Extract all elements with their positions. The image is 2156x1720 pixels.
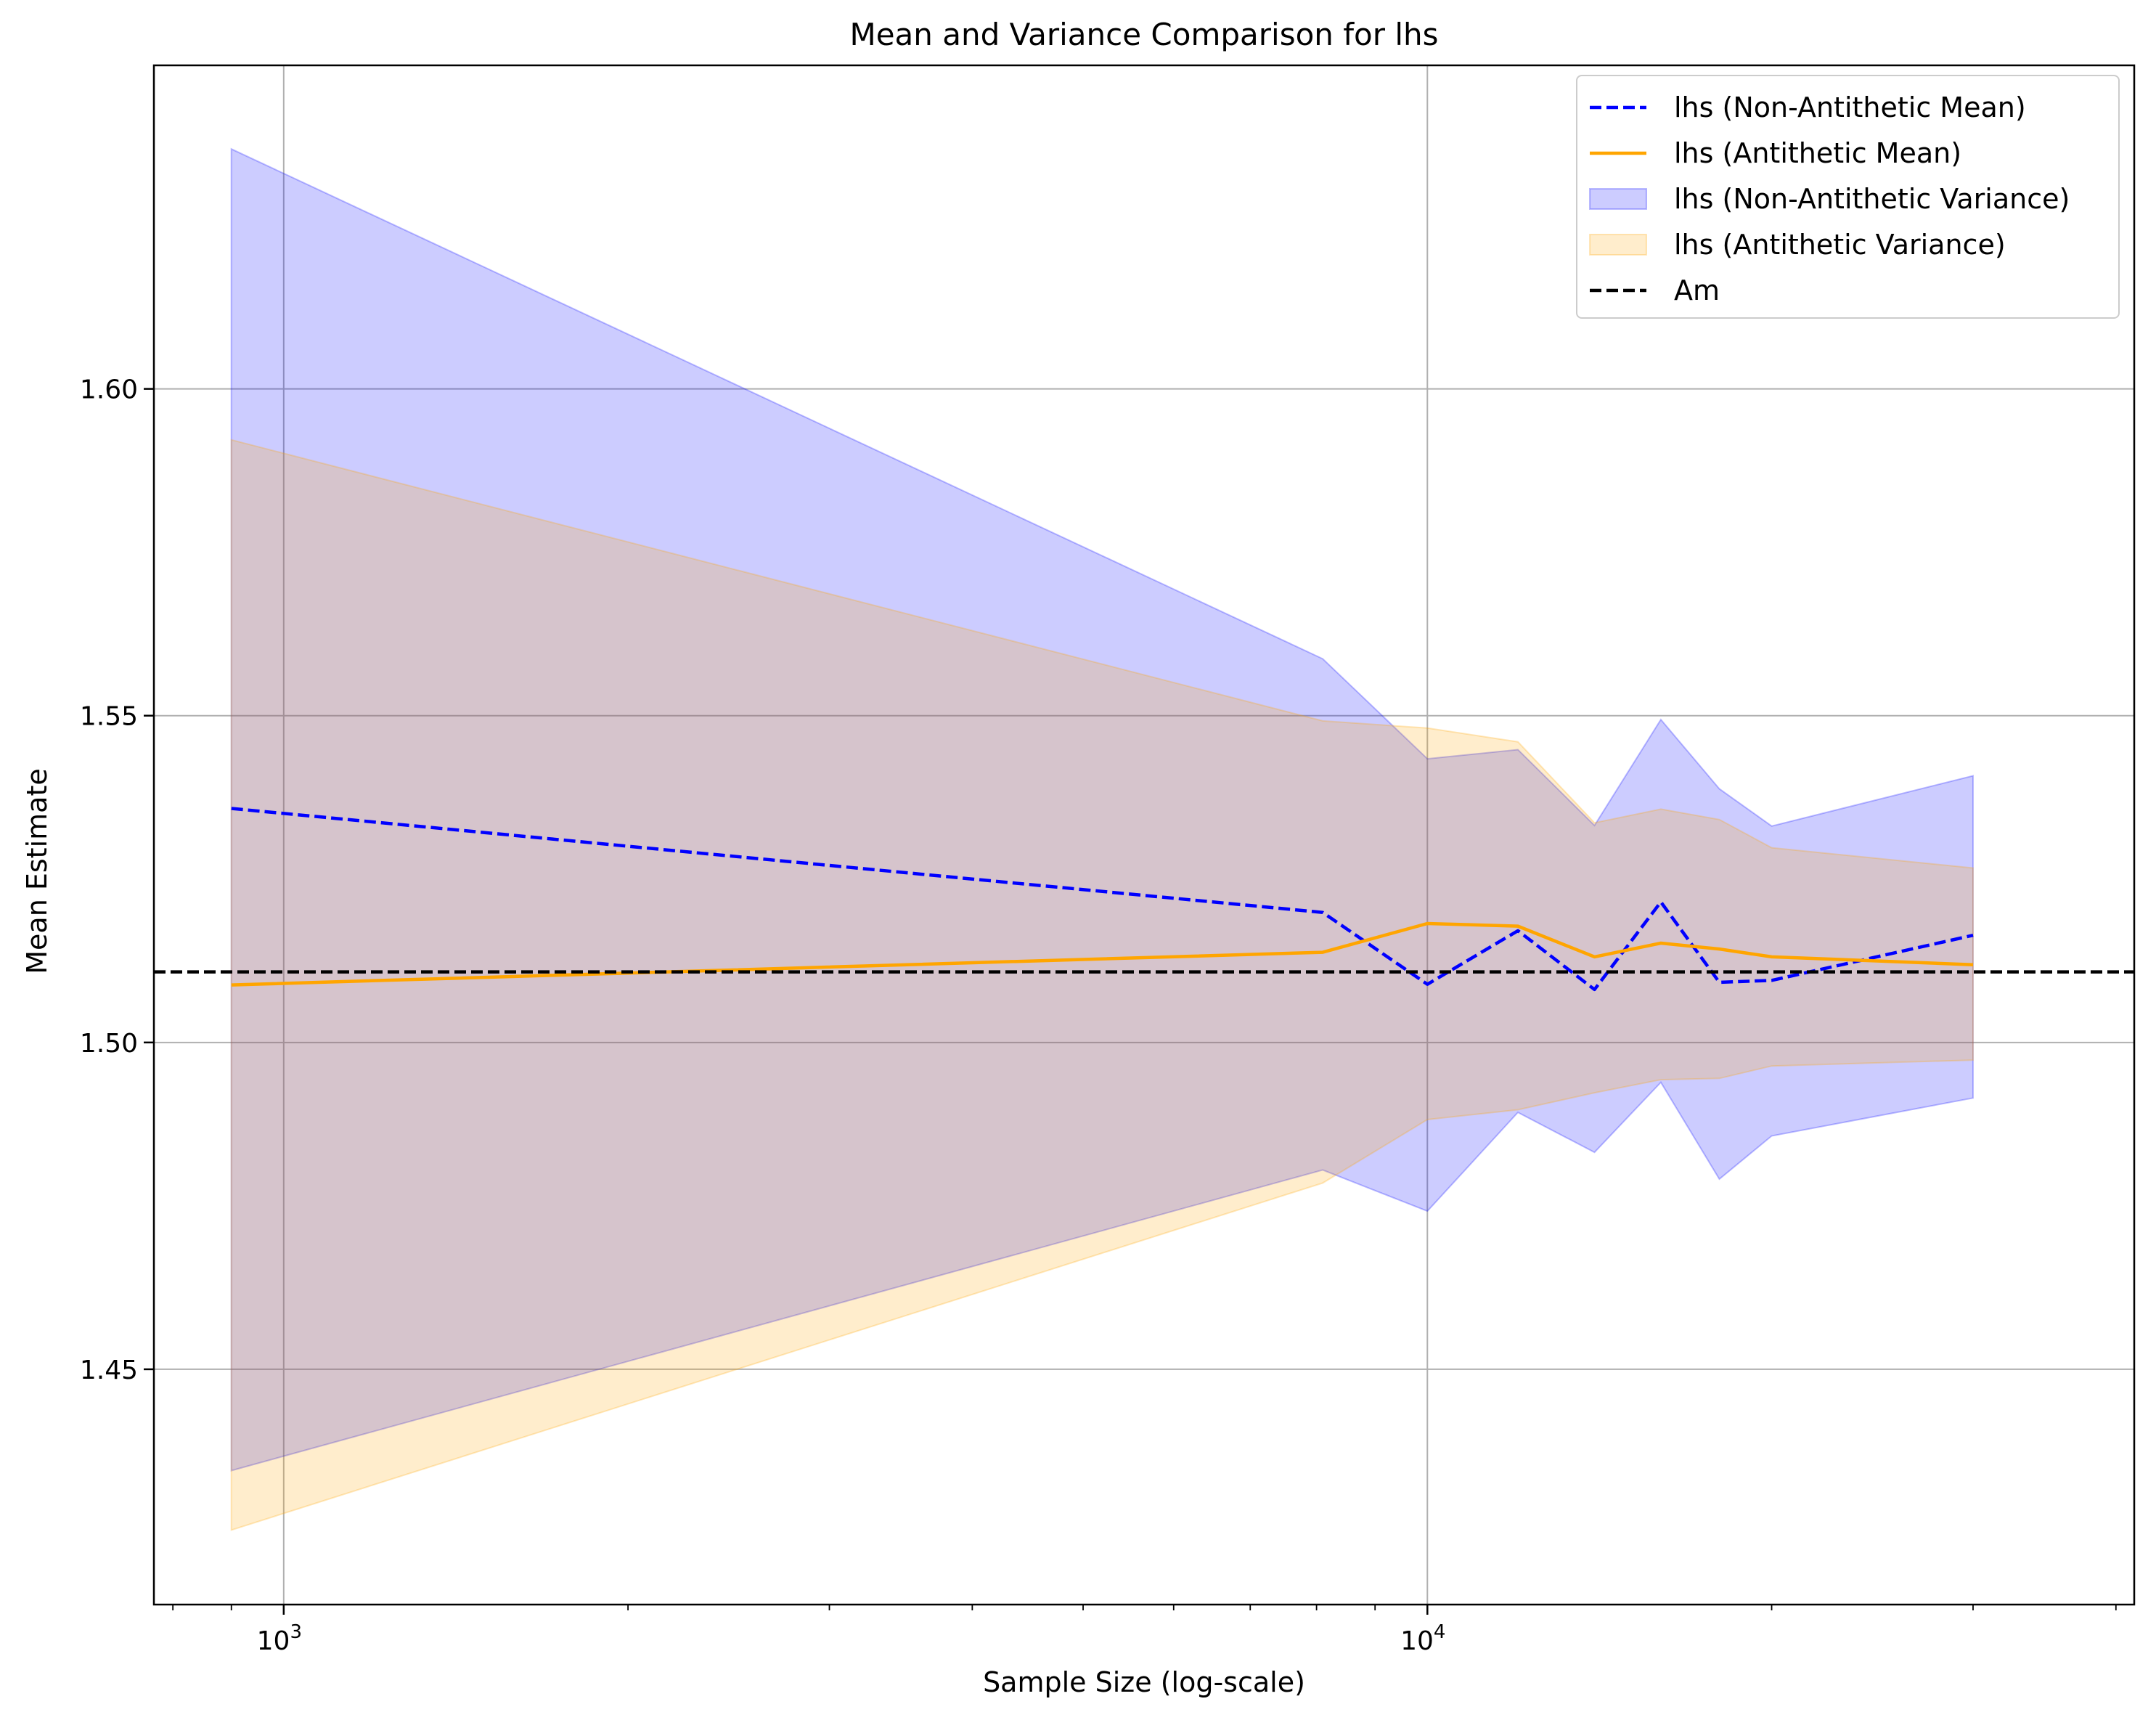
x-axis-label: Sample Size (log-scale) [983,1666,1305,1698]
legend-label: lhs (Non-Antithetic Variance) [1674,183,2070,215]
legend-label: lhs (Antithetic Mean) [1674,137,1961,169]
x-tick-label-base: 10 [1400,1626,1434,1656]
grid [154,65,2134,1605]
y-tick-label: 1.60 [80,375,138,405]
mean-line-0 [231,807,1974,992]
y-tick-label: 1.55 [80,702,138,732]
series-layer [154,147,2134,1531]
y-axis-label: Mean Estimate [21,768,53,974]
variance-band-2 [230,147,1974,1472]
x-tick-label: 103 [257,1621,302,1656]
y-tick-label: 1.45 [80,1356,138,1385]
x-tick-label-exponent: 3 [290,1621,302,1643]
legend-entry: lhs (Antithetic Mean) [1590,137,1961,169]
legend-label: Am [1674,274,1720,306]
legend: lhs (Non-Antithetic Mean) lhs (Antithetic… [1576,75,2120,319]
legend-entry: lhs (Antithetic Variance) [1589,229,2006,261]
chart-title: Mean and Variance Comparison for lhs [849,17,1438,52]
legend-swatch-band [1589,188,1647,210]
legend-box [1576,75,2120,319]
axes-frame [152,64,2136,1606]
legend-label: lhs (Antithetic Variance) [1674,229,2006,261]
x-tick-label: 104 [1400,1621,1445,1656]
legend-entry: Am [1590,274,1720,306]
x-tick-label-base: 10 [257,1626,290,1656]
x-tick-label-exponent: 4 [1434,1621,1446,1643]
legend-swatch-band [1589,234,1647,256]
legend-entry: lhs (Non-Antithetic Variance) [1589,183,2070,215]
legend-label: lhs (Non-Antithetic Mean) [1674,91,2026,123]
mean-line-1 [231,921,1974,987]
y-tick-label: 1.50 [80,1029,138,1059]
legend-entry: lhs (Non-Antithetic Mean) [1590,91,2026,123]
variance-band-3 [230,439,1974,1531]
